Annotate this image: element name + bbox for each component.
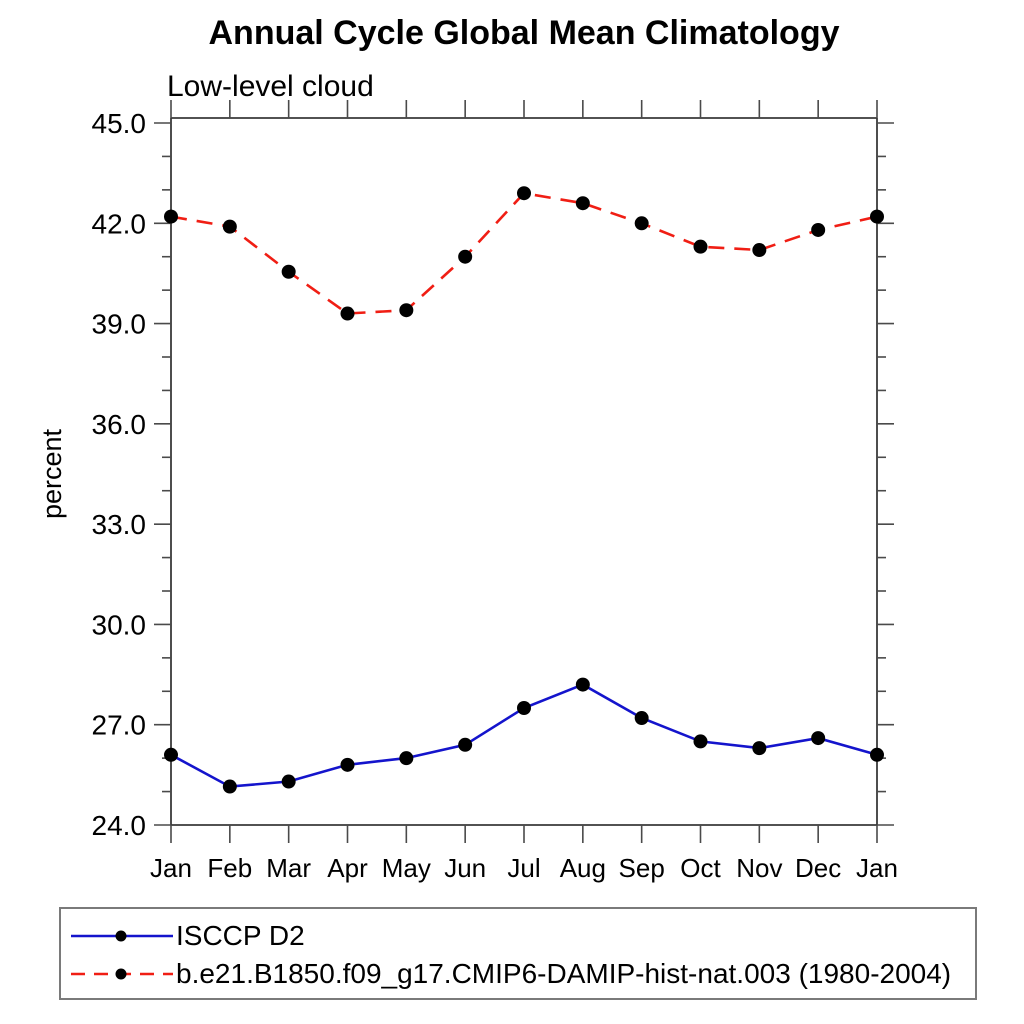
- y-tick-label: 30.0: [92, 609, 147, 640]
- data-point-marker: [870, 209, 884, 224]
- data-point-marker: [634, 711, 649, 726]
- x-tick-label: Jan: [150, 853, 192, 883]
- data-point-marker: [399, 303, 414, 318]
- legend-entry-model: b.e21.B1850.f09_g17.CMIP6-DAMIP-hist-nat…: [70, 958, 951, 989]
- data-point-marker: [517, 701, 531, 715]
- data-point-marker: [811, 731, 826, 746]
- data-point-marker: [752, 741, 767, 756]
- data-point-marker: [281, 264, 296, 279]
- data-point-marker: [634, 216, 649, 231]
- legend-sample-dashed-line: [71, 968, 173, 980]
- data-point-marker: [340, 306, 355, 321]
- x-tick-label: Jan: [856, 853, 898, 883]
- x-tick-label: Jun: [444, 853, 486, 883]
- x-tick-label: Nov: [736, 853, 782, 883]
- y-tick-label: 33.0: [92, 509, 147, 540]
- data-point-marker: [458, 737, 473, 752]
- x-tick-label: Feb: [207, 853, 252, 883]
- series-line-1: [170, 191, 878, 315]
- x-tick-label: Jul: [507, 853, 540, 883]
- x-tick-label: Apr: [327, 853, 368, 883]
- data-point-marker: [693, 239, 708, 254]
- legend-label-model: b.e21.B1850.f09_g17.CMIP6-DAMIP-hist-nat…: [176, 958, 952, 989]
- y-tick-label: 45.0: [92, 108, 147, 139]
- y-tick-label: 27.0: [92, 710, 147, 741]
- data-point-marker: [281, 774, 296, 789]
- legend-label-isccp: ISCCP D2: [176, 920, 305, 951]
- legend-marker-dot: [115, 968, 127, 980]
- data-point-marker: [517, 186, 531, 201]
- x-tick-label: Mar: [266, 853, 311, 883]
- x-tick-label: Aug: [560, 853, 606, 883]
- data-point-marker: [575, 196, 590, 211]
- data-point-marker: [811, 222, 826, 237]
- data-point-marker: [870, 747, 884, 762]
- x-tick-label: Sep: [619, 853, 665, 883]
- x-tick-label: May: [382, 853, 431, 883]
- data-point-marker: [399, 751, 414, 766]
- legend-sample-solid-line: [71, 930, 173, 942]
- data-point-marker: [693, 734, 708, 749]
- data-point-marker: [164, 209, 178, 224]
- y-tick-label: 42.0: [92, 208, 147, 239]
- data-point-marker: [752, 243, 767, 258]
- chart-subtitle: Low-level cloud: [167, 70, 374, 103]
- legend-marker-dot: [115, 930, 127, 942]
- data-point-marker: [164, 747, 178, 762]
- chart-title: Annual Cycle Global Mean Climatology: [208, 14, 840, 52]
- y-tick-label: 24.0: [92, 810, 147, 841]
- y-tick-label: 39.0: [92, 309, 147, 340]
- series-line-0: [170, 683, 878, 788]
- x-tick-label: Dec: [795, 853, 841, 883]
- x-tick-label: Oct: [680, 853, 721, 883]
- data-point-marker: [458, 249, 473, 264]
- data-point-marker: [222, 779, 237, 794]
- data-point-marker: [575, 677, 590, 692]
- data-point-marker: [340, 757, 355, 772]
- legend-entry-isccp: ISCCP D2: [70, 920, 305, 951]
- legend: ISCCP D2 b.e21.B1850.f09_g17.CMIP6-DAMIP…: [59, 907, 977, 1000]
- data-point-marker: [222, 219, 237, 234]
- y-tick-label: 36.0: [92, 409, 147, 440]
